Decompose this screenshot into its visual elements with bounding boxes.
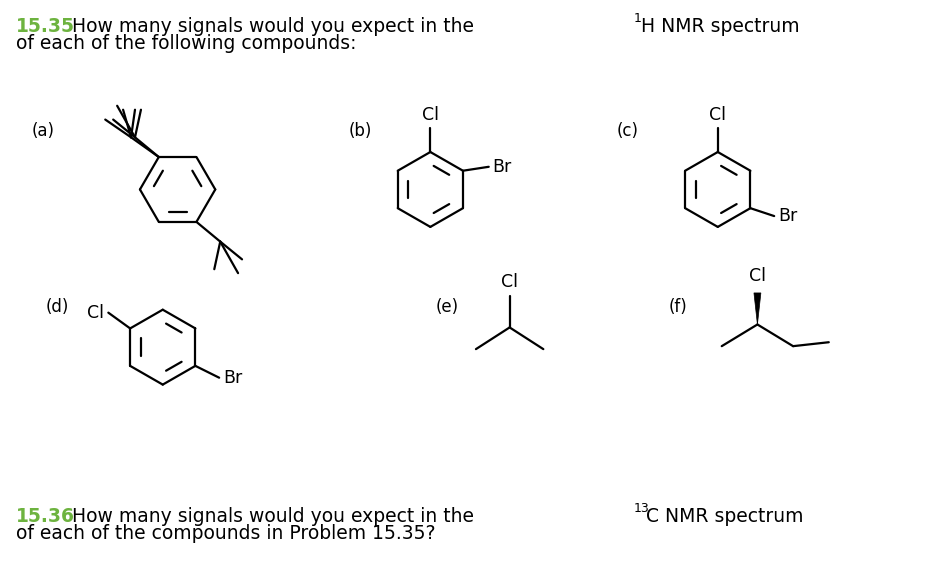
Text: (f): (f) [668,298,687,316]
Text: 1: 1 [633,12,642,25]
Text: Cl: Cl [422,106,439,124]
Text: of each of the following compounds:: of each of the following compounds: [16,34,356,53]
Text: (b): (b) [349,123,372,140]
Text: Br: Br [223,369,242,387]
Text: 15.35: 15.35 [16,17,75,36]
Text: of each of the compounds in Problem 15.35?: of each of the compounds in Problem 15.3… [16,524,435,543]
Text: C NMR spectrum: C NMR spectrum [646,507,804,526]
Text: (e): (e) [435,298,459,316]
Text: (a): (a) [32,123,55,140]
Text: Cl: Cl [709,106,726,124]
Text: How many signals would you expect in the: How many signals would you expect in the [71,507,479,526]
Polygon shape [754,293,761,324]
Text: Br: Br [779,207,797,225]
Text: Cl: Cl [87,303,104,321]
Text: H NMR spectrum: H NMR spectrum [642,17,800,36]
Text: (c): (c) [616,123,639,140]
Text: Cl: Cl [501,273,518,291]
Text: 15.36: 15.36 [16,507,75,526]
Text: (d): (d) [46,298,69,316]
Text: Cl: Cl [749,267,766,285]
Text: How many signals would you expect in the: How many signals would you expect in the [71,17,479,36]
Text: 13: 13 [633,502,649,515]
Text: Br: Br [492,158,512,176]
